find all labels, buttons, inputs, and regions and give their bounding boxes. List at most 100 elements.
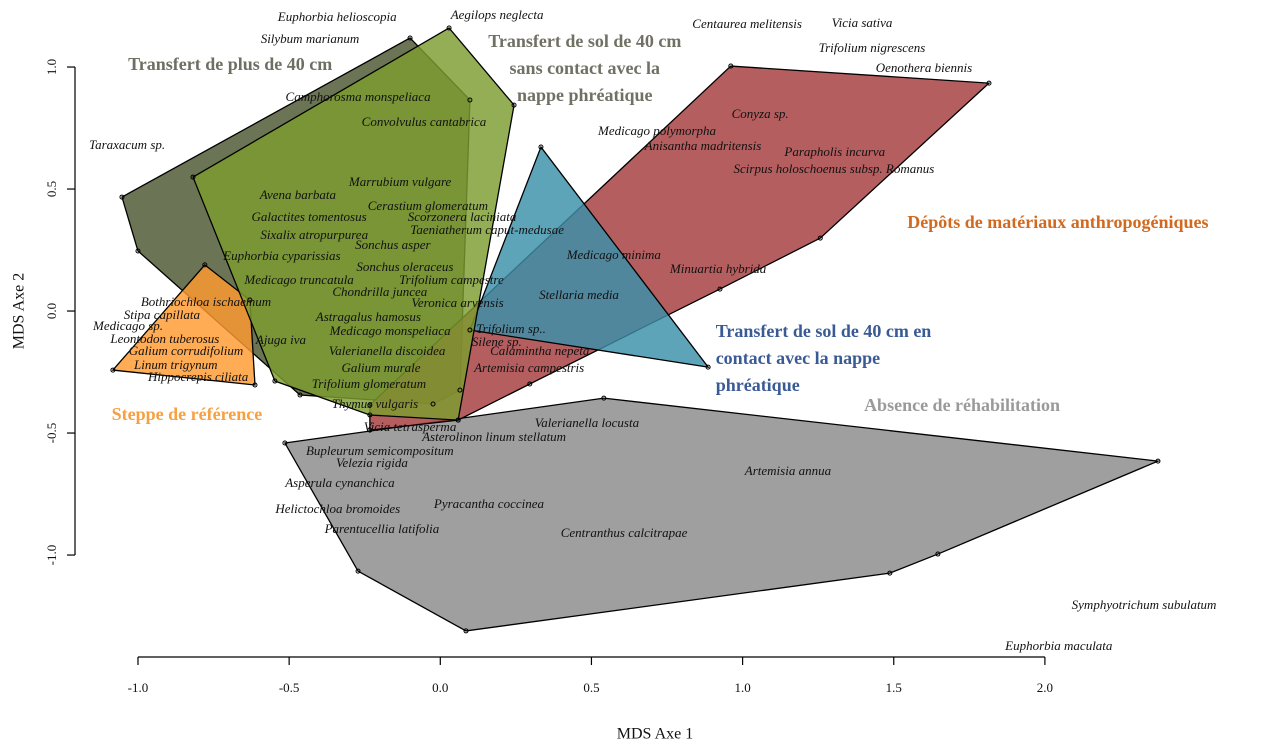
hull bbox=[192, 27, 515, 421]
point bbox=[455, 417, 461, 423]
species-label: Bothriochloa ischaemum bbox=[141, 294, 271, 309]
point bbox=[119, 194, 125, 200]
species-label: Vicia sativa bbox=[832, 15, 893, 30]
species-label: Linum trigynum bbox=[133, 357, 217, 372]
point bbox=[887, 570, 893, 576]
x-tick-label: 1.0 bbox=[734, 680, 750, 695]
species-label: Medicago sp. bbox=[92, 318, 163, 333]
species-label: Asperula cynanchica bbox=[284, 475, 395, 490]
hull bbox=[283, 397, 1161, 632]
species-label: Euphorbia helioscopia bbox=[277, 9, 397, 24]
point bbox=[355, 568, 361, 574]
species-label: Thymus vulgaris bbox=[332, 396, 418, 411]
group-label: Transfert de sol de 40 cm en bbox=[716, 321, 932, 341]
species-label: Conyza sp. bbox=[732, 106, 789, 121]
species-label: Chondrilla juncea bbox=[332, 284, 427, 299]
species-label: Valerianella discoidea bbox=[329, 343, 446, 358]
species-label: Asterolinon linum stellatum bbox=[421, 429, 566, 444]
point bbox=[110, 367, 116, 373]
species-label: Medicago polymorpha bbox=[597, 123, 717, 138]
x-tick-label: 0.5 bbox=[583, 680, 599, 695]
point bbox=[457, 387, 463, 393]
point bbox=[935, 551, 941, 557]
species-label: Medicago monspeliaca bbox=[329, 323, 451, 338]
group-label: Steppe de référence bbox=[112, 404, 263, 424]
species-label: Camphorosma monspeliaca bbox=[286, 89, 432, 104]
species-label: Minuartia hybrida bbox=[669, 261, 767, 276]
species-label: Pyracantha coccinea bbox=[433, 496, 545, 511]
point bbox=[446, 25, 452, 31]
species-label: Ajuga iva bbox=[255, 332, 307, 347]
point bbox=[717, 286, 723, 292]
y-tick-label: 0.0 bbox=[44, 303, 59, 319]
species-label: Silybum marianum bbox=[261, 31, 360, 46]
point bbox=[190, 174, 196, 180]
point bbox=[817, 235, 823, 241]
species-label: Bupleurum semicompositum bbox=[306, 443, 454, 458]
species-label: Helictochloa bromoides bbox=[274, 501, 400, 516]
y-tick-label: -1.0 bbox=[44, 545, 59, 566]
group-label: nappe phréatique bbox=[517, 85, 653, 105]
species-label: Trifolium sp.. bbox=[476, 321, 546, 336]
x-tick-label: 2.0 bbox=[1037, 680, 1053, 695]
species-label: Sonchus oleraceus bbox=[356, 259, 453, 274]
group-label: Absence de réhabilitation bbox=[864, 395, 1060, 415]
point bbox=[705, 364, 711, 370]
y-tick-label: 0.5 bbox=[44, 181, 59, 197]
point bbox=[467, 327, 473, 333]
species-label: Velezia rigida bbox=[336, 455, 408, 470]
species-label: Cerastium glomeratum bbox=[368, 198, 488, 213]
x-tick-label: -0.5 bbox=[279, 680, 300, 695]
species-label: Avena barbata bbox=[259, 187, 337, 202]
species-label: Medicago minima bbox=[566, 247, 662, 262]
species-label: Stipa capillata bbox=[124, 307, 201, 322]
point bbox=[272, 378, 278, 384]
point bbox=[367, 412, 373, 418]
species-label: Astragalus hamosus bbox=[315, 309, 421, 324]
species-label: Medicago truncatula bbox=[243, 272, 354, 287]
hull bbox=[469, 145, 710, 369]
species-label: Artemisia annua bbox=[744, 463, 832, 478]
species-label: Artemisia campestris bbox=[473, 360, 584, 375]
point bbox=[467, 97, 473, 103]
x-tick-label: -1.0 bbox=[128, 680, 149, 695]
species-label: Parapholis incurva bbox=[783, 144, 885, 159]
species-label: Silene sp. bbox=[472, 334, 522, 349]
species-label: Euphorbia maculata bbox=[1004, 638, 1113, 653]
y-axis-title: MDS Axe 2 bbox=[11, 273, 28, 349]
species-label: Sixalix atropurpurea bbox=[260, 227, 368, 242]
species-label: Taraxacum sp. bbox=[89, 137, 165, 152]
species-label: Valerianella locusta bbox=[535, 415, 640, 430]
species-label: Hippocrepis ciliata bbox=[147, 369, 249, 384]
species-label: Trifolium campestre bbox=[399, 272, 504, 287]
species-label: Centranthus calcitrapae bbox=[561, 525, 688, 540]
species-label: Anisantha madritensis bbox=[644, 138, 762, 153]
point bbox=[202, 262, 208, 268]
point bbox=[728, 63, 734, 69]
species-label: Vicia tetrasperma bbox=[364, 419, 457, 434]
species-label: Convolvulus cantabrica bbox=[362, 114, 487, 129]
point bbox=[367, 427, 373, 433]
point bbox=[247, 297, 253, 303]
group-label: Dépôts de matériaux anthropogéniques bbox=[907, 212, 1208, 232]
point bbox=[297, 392, 303, 398]
species-label: Taeniatherum caput-medusae bbox=[410, 222, 564, 237]
species-label: Sonchus asper bbox=[355, 237, 431, 252]
group-label: contact avec la nappe bbox=[716, 348, 880, 368]
species-label: Aegilops neglecta bbox=[450, 7, 544, 22]
point bbox=[601, 395, 607, 401]
point bbox=[1155, 458, 1161, 464]
species-label: Oenothera biennis bbox=[876, 60, 972, 75]
group-label: Transfert de sol de 40 cm bbox=[488, 31, 681, 51]
point bbox=[430, 401, 436, 407]
species-label: Centaurea melitensis bbox=[692, 16, 802, 31]
species-label: Galium murale bbox=[341, 360, 420, 375]
point bbox=[463, 628, 469, 634]
point bbox=[282, 440, 288, 446]
species-label: Symphyotrichum subulatum bbox=[1072, 597, 1217, 612]
species-label: Scirpus holoschoenus subsp. Romanus bbox=[734, 161, 935, 176]
point bbox=[986, 80, 992, 86]
point bbox=[511, 102, 517, 108]
species-label: Marrubium vulgare bbox=[348, 174, 452, 189]
